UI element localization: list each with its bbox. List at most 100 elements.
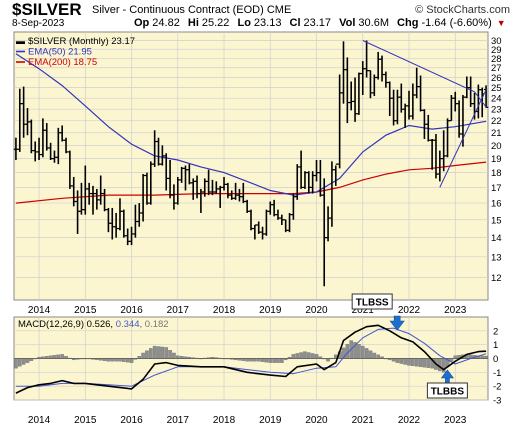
price-y-tick-label: 30 — [491, 36, 502, 47]
macd-histogram-bar — [249, 359, 252, 362]
macd-y-tick-label: 1 — [493, 340, 498, 351]
macd-histogram-bar — [107, 359, 110, 362]
price-x-tick-label: 2014 — [28, 305, 51, 316]
macd-histogram-bar — [130, 359, 133, 363]
macd-histogram-bar — [407, 359, 410, 366]
macd-legend-value: 0.526, — [87, 319, 116, 330]
macd-histogram-bar — [373, 353, 376, 359]
macd-legend-histogram: 0.182 — [145, 319, 169, 330]
price-y-tick-label: 17 — [491, 183, 502, 194]
macd-histogram-bar — [141, 353, 144, 359]
macd-histogram-bar — [357, 344, 360, 358]
macd-histogram-bar — [454, 356, 457, 359]
macd-histogram-bar — [114, 359, 117, 362]
tlbbs-label: TLBBS — [431, 387, 465, 398]
macd-legend-prefix: MACD(12,26,9) — [18, 319, 87, 330]
macd-histogram-bar — [400, 359, 403, 364]
macd-histogram-bar — [49, 356, 52, 359]
macd-histogram-bar — [427, 359, 430, 368]
price-y-tick-label: 19 — [491, 154, 502, 165]
price-y-tick-label: 15 — [491, 215, 502, 226]
macd-histogram-bar — [253, 359, 256, 362]
macd-histogram-bar — [14, 359, 17, 369]
price-x-tick-label: 2018 — [213, 305, 236, 316]
macd-histogram-bar — [377, 355, 380, 359]
price-x-tick-label: 2023 — [444, 305, 467, 316]
macd-histogram-bar — [257, 359, 260, 362]
macd-x-tick-label: 2018 — [213, 415, 236, 426]
price-y-tick-label: 16 — [491, 199, 502, 210]
macd-histogram-bar — [296, 353, 299, 358]
macd-histogram-bar — [396, 359, 399, 363]
macd-x-tick-label: 2019 — [259, 415, 282, 426]
macd-histogram-bar — [326, 359, 329, 362]
macd-histogram-bar — [438, 359, 441, 371]
macd-histogram-bar — [165, 347, 168, 358]
price-y-tick-label: 22 — [491, 116, 502, 127]
macd-histogram-bar — [246, 359, 249, 362]
macd-x-tick-label: 2015 — [74, 415, 97, 426]
macd-y-tick-label: 0 — [493, 354, 498, 365]
macd-histogram-bar — [53, 355, 56, 358]
price-y-tick-label: 27 — [491, 63, 502, 74]
macd-histogram-bar — [419, 359, 422, 367]
macd-histogram-bar — [392, 359, 395, 362]
price-panel: 1213141516171819202122232425262728293020… — [14, 32, 502, 316]
macd-histogram-bar — [157, 347, 160, 359]
price-x-tick-label: 2016 — [120, 305, 143, 316]
macd-y-tick-label: 2 — [493, 326, 498, 337]
macd-legend-signal: 0.344, — [116, 319, 145, 330]
legend-label: EMA(200) 18.75 — [28, 57, 97, 68]
macd-histogram-bar — [22, 359, 25, 365]
price-y-tick-label: 23 — [491, 105, 502, 116]
macd-y-tick-label: -2 — [493, 382, 501, 393]
price-y-tick-label: 25 — [491, 83, 502, 94]
macd-histogram-bar — [280, 359, 283, 363]
tlbss-label: TLBSS — [356, 298, 389, 309]
macd-legend: MACD(12,26,9) 0.526, 0.344, 0.182 — [18, 319, 169, 330]
macd-histogram-bar — [118, 359, 121, 362]
macd-histogram-bar — [272, 359, 275, 363]
macd-histogram-bar — [153, 346, 156, 358]
macd-histogram-bar — [145, 351, 148, 359]
macd-x-tick-label: 2016 — [120, 415, 143, 426]
price-y-tick-label: 18 — [491, 168, 502, 179]
macd-histogram-bar — [411, 359, 414, 366]
legend-swatch-price: ▬ — [16, 36, 25, 46]
macd-panel: -3-2-10122014 2015 2016 2017 2018 2019 2020 202… — [14, 317, 501, 426]
macd-histogram-bar — [172, 353, 175, 359]
macd-x-tick-label: 2017 — [167, 415, 190, 426]
macd-histogram-bar — [311, 353, 314, 358]
macd-histogram-bar — [111, 359, 114, 362]
price-y-tick-label: 14 — [491, 233, 502, 244]
price-y-tick-label: 13 — [491, 252, 502, 263]
price-y-tick-label: 12 — [491, 273, 502, 284]
macd-histogram-bar — [122, 359, 125, 362]
macd-histogram-bar — [423, 359, 426, 368]
macd-histogram-bar — [404, 359, 407, 365]
macd-histogram-bar — [26, 359, 29, 363]
macd-histogram-bar — [265, 359, 268, 363]
price-y-tick-label: 26 — [491, 73, 502, 84]
macd-histogram-bar — [168, 350, 171, 358]
price-y-tick-label: 20 — [491, 141, 502, 152]
price-x-tick-label: 2019 — [259, 305, 282, 316]
macd-x-tick-label: 2022 — [398, 415, 421, 426]
macd-y-tick-label: -3 — [493, 396, 501, 407]
macd-histogram-bar — [57, 355, 60, 359]
price-x-tick-label: 2017 — [167, 305, 190, 316]
macd-histogram-bar — [365, 348, 368, 358]
macd-histogram-bar — [261, 359, 264, 362]
macd-histogram-bar — [276, 359, 279, 363]
macd-histogram-bar — [61, 354, 64, 358]
macd-histogram-bar — [126, 359, 129, 363]
macd-histogram-bar — [315, 354, 318, 358]
macd-x-tick-label: 2021 — [352, 415, 375, 426]
macd-histogram-bar — [369, 351, 372, 359]
macd-x-tick-label: 2020 — [305, 415, 328, 426]
macd-histogram-bar — [292, 354, 295, 358]
macd-histogram-bar — [176, 356, 179, 359]
macd-histogram-bar — [361, 346, 364, 358]
macd-histogram-bar — [161, 347, 164, 359]
